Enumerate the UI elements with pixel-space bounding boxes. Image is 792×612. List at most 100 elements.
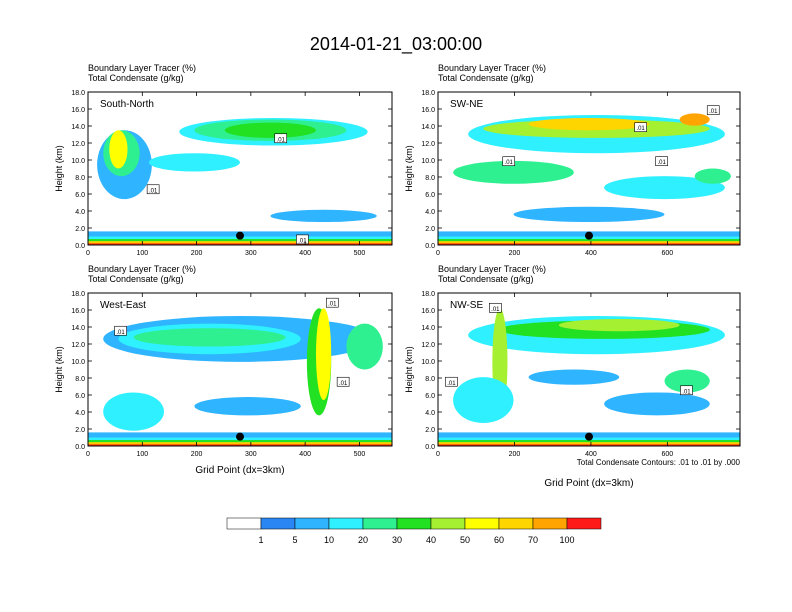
location-marker (236, 432, 244, 441)
y-tick-label: 10.0 (71, 359, 85, 366)
y-tick-label: 14.0 (71, 124, 85, 131)
location-marker (236, 231, 244, 240)
colorbar-swatch (464, 517, 500, 530)
y-tick-label: 0.0 (75, 243, 85, 250)
contour-label-text: .01 (328, 302, 337, 308)
y-tick-label: 18.0 (71, 90, 85, 97)
location-marker (585, 231, 593, 240)
field-blob (558, 319, 680, 332)
contour-label-text: .01 (682, 389, 691, 395)
x-tick-label: 600 (662, 250, 674, 257)
y-tick-label: 6.0 (425, 393, 435, 400)
colorbar-swatch (532, 517, 568, 530)
colorbar-swatch (260, 517, 296, 530)
field-blob (604, 176, 725, 200)
y-tick-label: 6.0 (425, 192, 435, 199)
x-tick-label: 200 (191, 451, 203, 458)
figure-title: 2014-01-21_03:00:00 (310, 34, 482, 55)
x-tick-label: 200 (509, 451, 521, 458)
field-blob (133, 328, 286, 347)
y-tick-label: 2.0 (425, 427, 435, 434)
colorbar-label: 60 (494, 535, 504, 545)
colorbar-label: 50 (460, 535, 470, 545)
y-tick-label: 12.0 (71, 141, 85, 148)
panel-subtitle-1: Boundary Layer Tracer (%) (88, 264, 196, 274)
colorbar-swatch (226, 517, 262, 530)
colorbar-label: 70 (528, 535, 538, 545)
y-tick-label: 16.0 (421, 308, 435, 315)
colorbar: 1 5 10 20 30 40 50 60 70 100 (226, 517, 602, 545)
x-tick-label: 200 (191, 250, 203, 257)
contour-label: .01 (336, 376, 350, 387)
field-blob (453, 160, 574, 184)
contour-label: .01 (274, 133, 288, 143)
y-axis-label: Height (km) (54, 145, 64, 192)
y-tick-label: 18.0 (421, 291, 435, 298)
contour-label-text: .01 (298, 238, 307, 244)
colorbar-label: 30 (392, 535, 402, 545)
y-tick-label: 16.0 (71, 107, 85, 114)
contour-label: .01 (114, 325, 127, 336)
x-tick-label: 100 (136, 451, 148, 458)
contour-label: .01 (489, 302, 502, 313)
y-tick-label: 4.0 (75, 209, 85, 216)
colorbar-label: 20 (358, 535, 368, 545)
y-tick-label: 8.0 (75, 175, 85, 182)
y-tick-label: 8.0 (425, 175, 435, 182)
x-tick-label: 100 (136, 250, 148, 257)
field-blob (528, 369, 620, 385)
panel-subtitle-2: Total Condensate (g/kg) (88, 274, 184, 284)
y-tick-label: 12.0 (421, 342, 435, 349)
x-tick-label: 400 (299, 451, 311, 458)
x-tick-label: 400 (585, 250, 597, 257)
y-tick-label: 4.0 (425, 209, 435, 216)
y-tick-label: 12.0 (71, 342, 85, 349)
x-tick-label: 200 (509, 250, 521, 257)
contour-label-text: .01 (491, 307, 500, 313)
panel-subtitle-1: Boundary Layer Tracer (%) (438, 63, 546, 73)
contour-label-text: .01 (116, 330, 125, 336)
contour-label-text: .01 (709, 109, 718, 115)
y-tick-label: 18.0 (421, 90, 435, 97)
field-layer: .01 .01 .01 .01 (438, 92, 740, 245)
contour-label-text: .01 (149, 188, 158, 194)
colorbar-label: 100 (559, 535, 574, 545)
y-tick-label: 2.0 (75, 427, 85, 434)
y-tick-label: 4.0 (75, 410, 85, 417)
field-blob (679, 113, 710, 126)
panel-subtitle-2: Total Condensate (g/kg) (88, 73, 184, 83)
contour-label: .01 (296, 234, 309, 244)
y-tick-label: 10.0 (71, 158, 85, 165)
contour-label: .01 (502, 156, 516, 166)
contour-label: .01 (680, 385, 693, 395)
y-tick-label: 16.0 (71, 308, 85, 315)
contour-label: .01 (325, 297, 339, 308)
y-tick-label: 2.0 (425, 226, 435, 233)
y-tick-label: 4.0 (425, 410, 435, 417)
x-tick-label: 400 (585, 451, 597, 458)
y-axis-label: Height (km) (54, 346, 64, 393)
colorbar-swatch (396, 517, 432, 530)
contour-footnote: Total Condensate Contours: .01 to .01 by… (577, 458, 741, 467)
y-tick-label: 2.0 (75, 226, 85, 233)
boundary-layer-band (88, 242, 392, 245)
x-tick-label: 0 (436, 451, 440, 458)
contour-label: .01 (706, 105, 720, 115)
colorbar-label: 10 (324, 535, 334, 545)
x-tick-label: 300 (245, 250, 257, 257)
contour-label-text: .01 (636, 126, 645, 132)
y-tick-label: 14.0 (71, 325, 85, 332)
field-blob (694, 168, 731, 184)
y-axis-label: Height (km) (404, 346, 414, 393)
field-blob (103, 392, 164, 431)
contour-label-text: .01 (339, 381, 348, 387)
contour-label: .01 (655, 156, 668, 166)
field-blob (224, 122, 316, 138)
colorbar-label: 1 (258, 535, 263, 545)
y-tick-label: 6.0 (75, 192, 85, 199)
field-layer: .01 .01 .01 (88, 92, 392, 245)
x-tick-label: 0 (436, 250, 440, 257)
y-tick-label: 14.0 (421, 325, 435, 332)
